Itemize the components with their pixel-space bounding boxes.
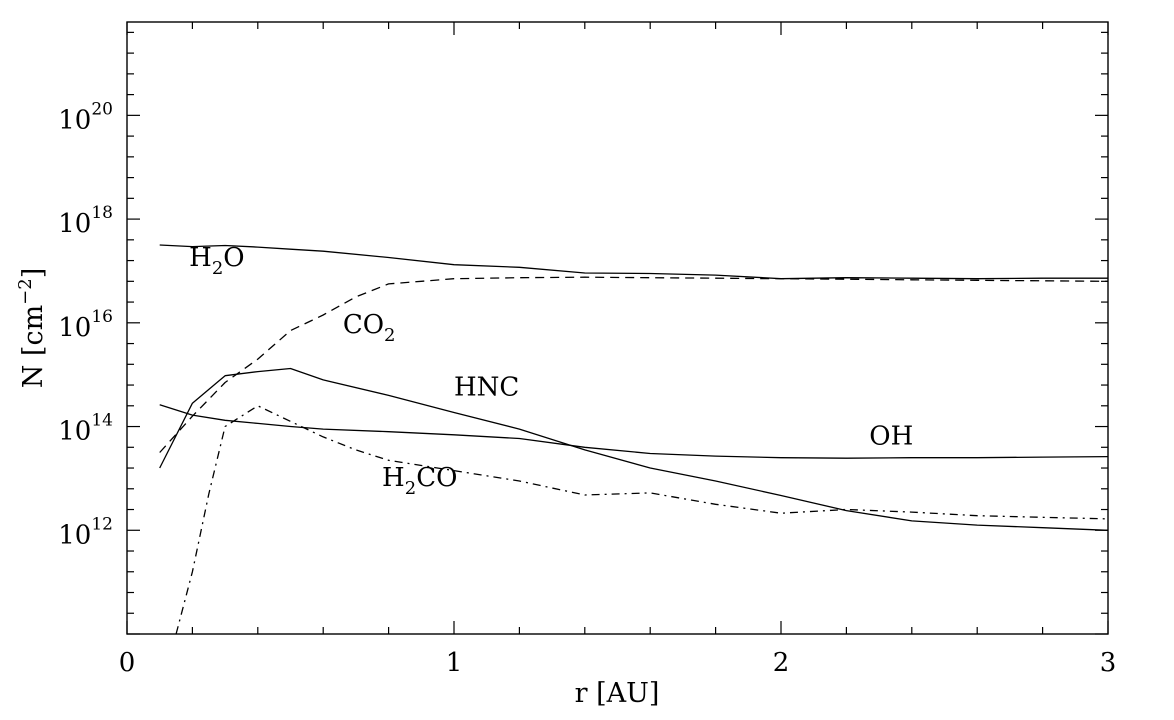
y-axis-title-close: ]: [18, 268, 49, 279]
series-lines: [159, 244, 1109, 635]
series-line-hnc: [159, 367, 1109, 531]
y-tick-label: 1020: [58, 99, 113, 135]
series-labels: H2O CO2 HNC OH H2CO: [189, 243, 913, 499]
series-label-hnc: HNC: [454, 372, 519, 402]
x-tick-label: 2: [773, 648, 790, 678]
series-label-co2: CO2: [343, 310, 396, 346]
y-tick-label: 1014: [58, 411, 113, 447]
y-axis-title-base: N [cm: [18, 305, 49, 388]
x-tick-label: 0: [119, 648, 136, 678]
series-label-h2co: H2CO: [382, 463, 457, 499]
y-axis-title-exponent: −2: [15, 278, 36, 305]
y-tick-label: 1018: [58, 203, 113, 239]
axis-ticks: [126, 22, 1109, 635]
series-line-h2co: [175, 405, 1109, 635]
series-label-oh: OH: [869, 422, 913, 452]
series-line-oh: [159, 404, 1109, 459]
axis-tick-labels: 0 1 2 3 1012 1014 1016 1018 1020: [58, 99, 1116, 678]
x-tick-label: 1: [446, 648, 463, 678]
y-tick-label: 1012: [58, 514, 113, 550]
series-line-co2: [159, 276, 1109, 453]
y-axis-title: N [cm−2]: [15, 268, 49, 389]
x-axis-title: r [AU]: [575, 678, 660, 709]
x-tick-label: 3: [1100, 648, 1117, 678]
plot-frame: [126, 21, 1109, 635]
series-label-h2o: H2O: [189, 243, 244, 279]
y-tick-label: 1016: [58, 307, 113, 343]
series-line-h2o: [159, 244, 1108, 280]
